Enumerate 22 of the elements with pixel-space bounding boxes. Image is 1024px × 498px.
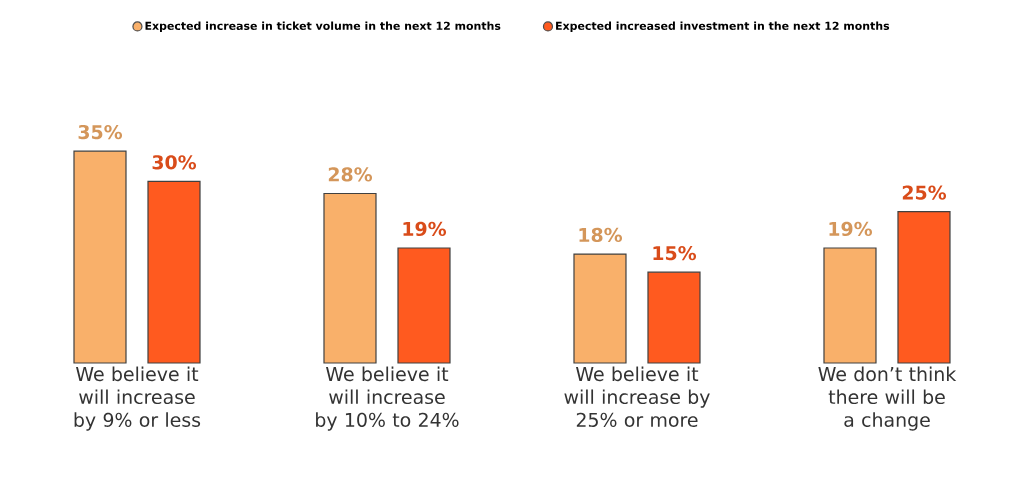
bar [573,253,627,364]
data-label: 25% [902,185,947,200]
data-label: 15% [653,245,697,261]
data-label: 35% [78,124,123,140]
bar [73,150,127,364]
bar [647,271,701,364]
data-label: 30% [152,155,197,170]
data-label: 28% [328,167,373,182]
x-tick-label: We believe it will increase by 25% or more [564,366,710,427]
legend-label: Expected increase in ticket volume in the next 12 months [145,21,501,33]
legend-label: Expected increased investment in the next 12 months [556,21,890,33]
bar [823,247,877,364]
bar [323,192,377,364]
x-tick-label: We don’t think there will be a change [818,366,957,431]
x-tick-label: We believe it will increase by 9% or less [74,366,201,431]
bar [897,211,951,364]
bar [147,180,201,364]
bar [397,247,451,364]
data-label: 18% [579,227,623,243]
data-label: 19% [403,221,447,237]
data-label: 19% [829,221,873,237]
x-tick-label: We believe it will increase by 10% to 24% [316,366,459,431]
